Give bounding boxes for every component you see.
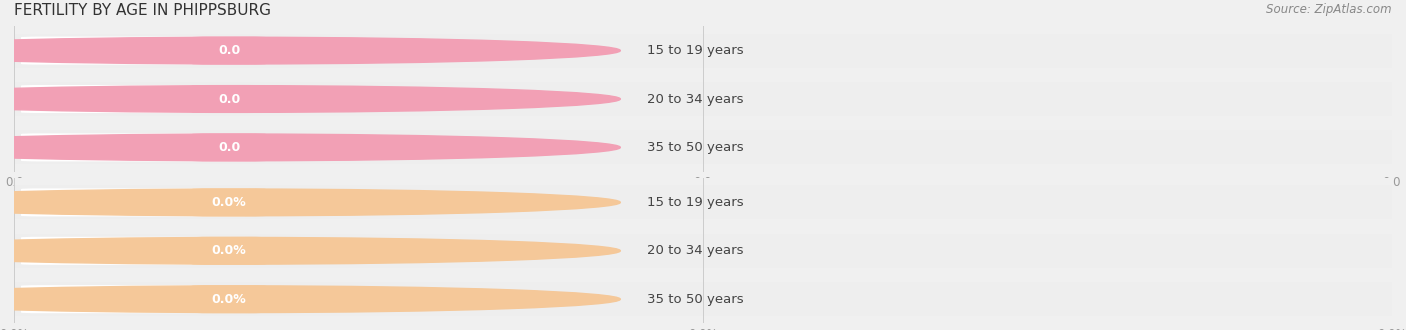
Text: 0.0: 0.0 xyxy=(218,92,240,106)
FancyBboxPatch shape xyxy=(191,85,266,113)
FancyBboxPatch shape xyxy=(191,37,266,65)
Text: 15 to 19 years: 15 to 19 years xyxy=(647,44,744,57)
FancyBboxPatch shape xyxy=(191,285,266,313)
FancyBboxPatch shape xyxy=(0,34,1406,68)
FancyBboxPatch shape xyxy=(21,85,256,113)
FancyBboxPatch shape xyxy=(21,285,256,313)
FancyBboxPatch shape xyxy=(21,133,256,161)
Text: 20 to 34 years: 20 to 34 years xyxy=(647,244,744,257)
Circle shape xyxy=(0,37,620,64)
FancyBboxPatch shape xyxy=(21,237,256,265)
Text: Source: ZipAtlas.com: Source: ZipAtlas.com xyxy=(1267,3,1392,16)
Text: 35 to 50 years: 35 to 50 years xyxy=(647,141,744,154)
Text: 20 to 34 years: 20 to 34 years xyxy=(647,92,744,106)
Circle shape xyxy=(0,134,620,161)
Text: 15 to 19 years: 15 to 19 years xyxy=(647,196,744,209)
FancyBboxPatch shape xyxy=(0,234,1406,268)
FancyBboxPatch shape xyxy=(191,237,266,265)
Text: 0.0%: 0.0% xyxy=(212,293,246,306)
Circle shape xyxy=(0,286,620,313)
FancyBboxPatch shape xyxy=(0,185,1406,219)
Text: 35 to 50 years: 35 to 50 years xyxy=(647,293,744,306)
FancyBboxPatch shape xyxy=(191,133,266,161)
FancyBboxPatch shape xyxy=(0,82,1406,116)
FancyBboxPatch shape xyxy=(191,188,266,216)
Text: 0.0%: 0.0% xyxy=(212,196,246,209)
Circle shape xyxy=(0,189,620,216)
FancyBboxPatch shape xyxy=(21,188,256,216)
Text: 0.0%: 0.0% xyxy=(212,244,246,257)
Text: 0.0: 0.0 xyxy=(218,141,240,154)
Circle shape xyxy=(0,86,620,112)
FancyBboxPatch shape xyxy=(0,282,1406,316)
Circle shape xyxy=(0,238,620,264)
Text: FERTILITY BY AGE IN PHIPPSBURG: FERTILITY BY AGE IN PHIPPSBURG xyxy=(14,3,271,18)
FancyBboxPatch shape xyxy=(0,130,1406,164)
FancyBboxPatch shape xyxy=(21,37,256,65)
Text: 0.0: 0.0 xyxy=(218,44,240,57)
